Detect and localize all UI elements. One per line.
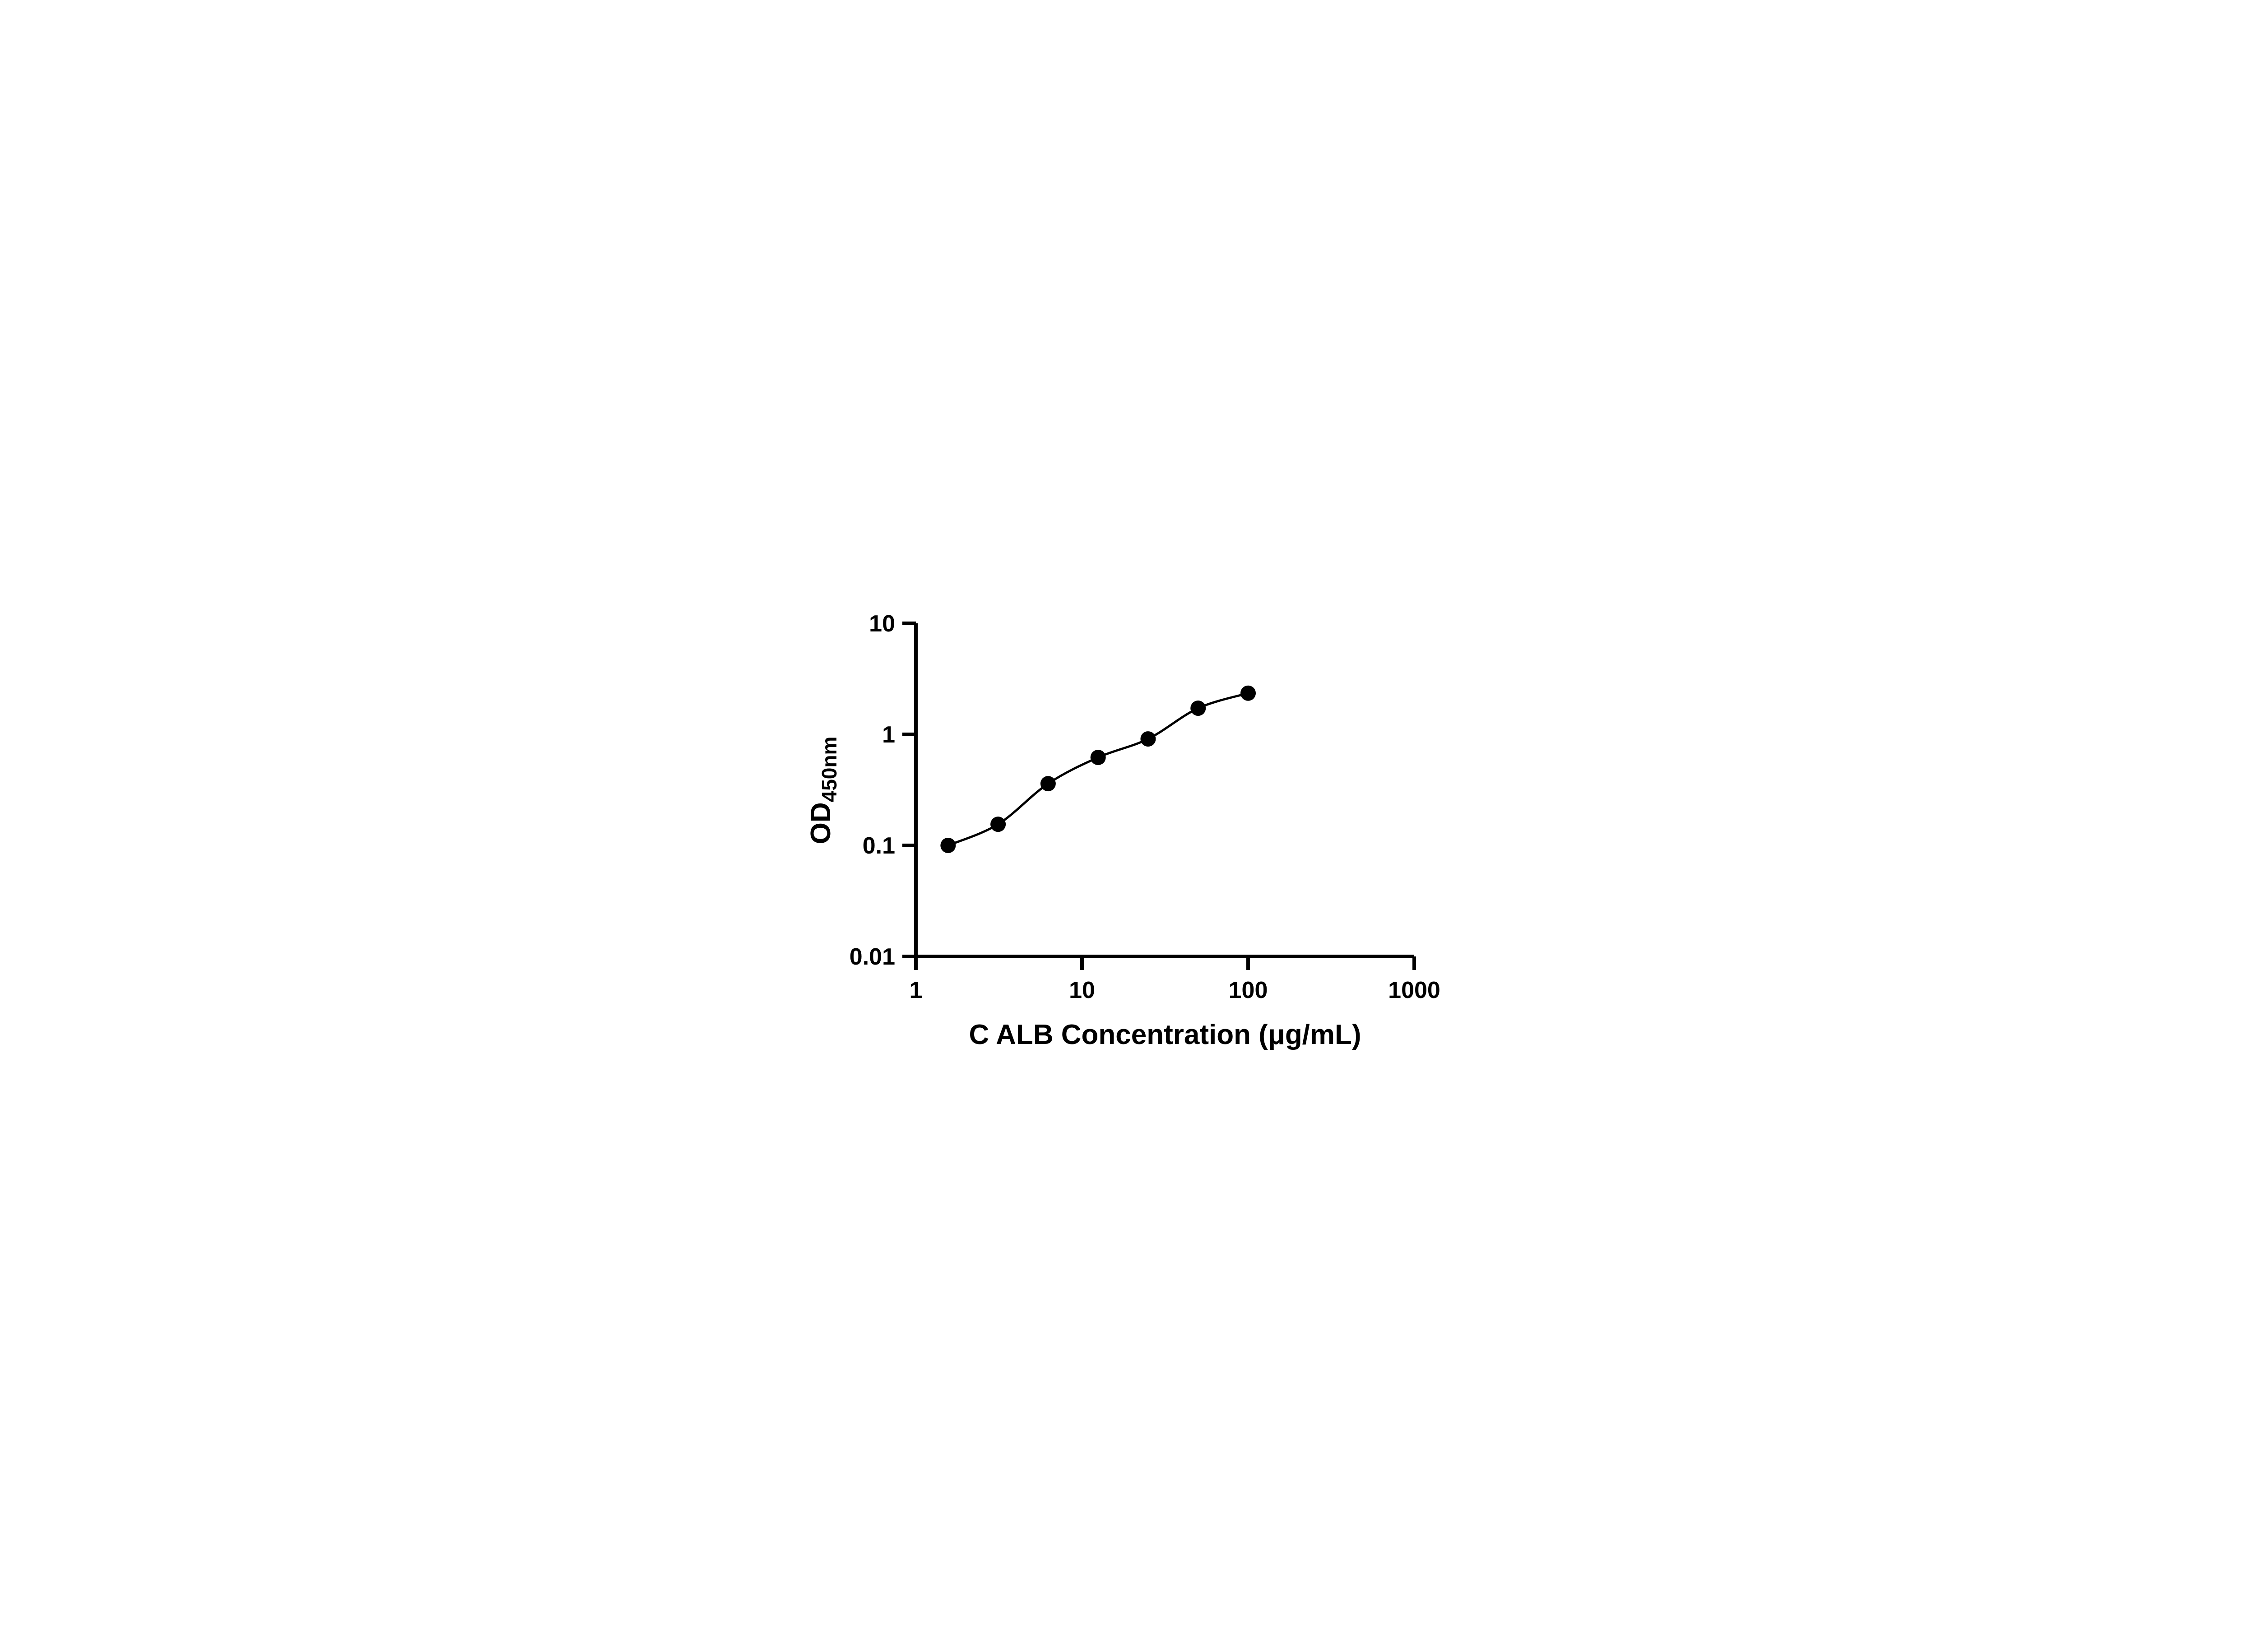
elisa-standard-curve-chart: 1 10 100 1000 0.01 0.1 1 10 C ALB Concentration… <box>805 611 1440 1050</box>
data-point <box>1140 731 1156 747</box>
data-point <box>1040 776 1056 792</box>
data-point <box>1240 685 1256 701</box>
x-tick-label: 100 <box>1229 977 1268 1003</box>
x-axis-title: C ALB Concentration (μg/mL) <box>969 1019 1361 1050</box>
y-axis-title-main: OD <box>805 802 836 844</box>
axis-tick-labels: 1 10 100 1000 0.01 0.1 1 10 <box>850 611 1440 1003</box>
y-tick-label: 1 <box>882 722 895 748</box>
data-point <box>1190 701 1206 716</box>
x-tick-label: 1 <box>910 977 923 1003</box>
y-tick-label: 0.01 <box>850 944 895 970</box>
data-point <box>990 817 1006 832</box>
data-point <box>940 838 956 853</box>
data-point <box>1090 750 1106 766</box>
y-tick-label: 0.1 <box>863 833 895 859</box>
y-tick-label: 10 <box>869 611 895 637</box>
axes <box>914 623 1414 958</box>
axis-ticks <box>902 622 1416 970</box>
axis-lines <box>914 623 1414 958</box>
x-tick-label: 10 <box>1069 977 1095 1003</box>
x-tick-label: 1000 <box>1388 977 1440 1003</box>
elisa-standard-curve-figure: 1 10 100 1000 0.01 0.1 1 10 C ALB Concentration… <box>780 578 1477 1074</box>
y-axis-title-subscript: 450nm <box>817 737 841 803</box>
data-series <box>940 685 1256 853</box>
y-axis-title: OD450nm <box>805 737 841 845</box>
